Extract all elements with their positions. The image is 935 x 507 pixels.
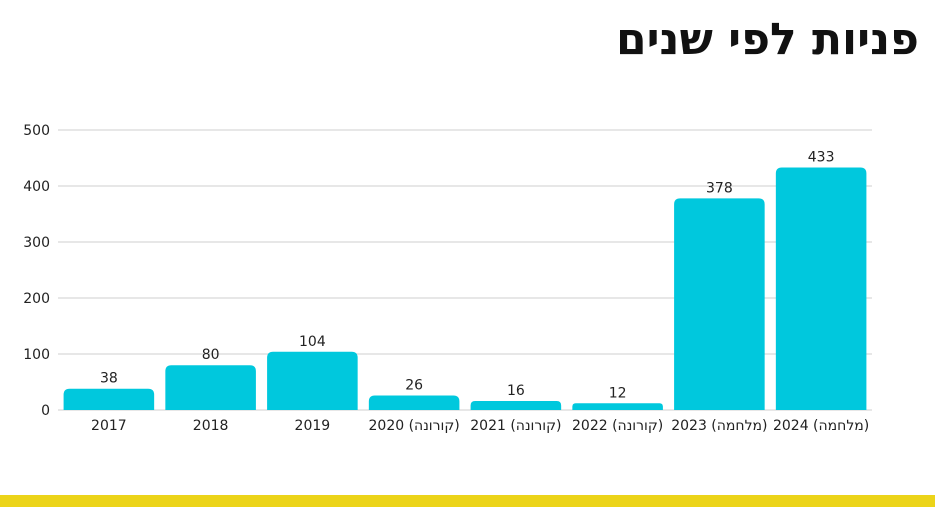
data-label: 38	[100, 371, 118, 387]
bar-2024	[775, 167, 867, 410]
page-title: פניות לפי שנים	[615, 14, 919, 65]
y-tick-label: 500	[23, 123, 50, 139]
y-tick-label: 200	[23, 291, 50, 307]
y-tick-label: 0	[41, 403, 50, 419]
data-label: 12	[609, 385, 627, 401]
bar-2021	[470, 401, 562, 410]
x-tick-label: 2022 (קורונה)	[572, 418, 663, 434]
bar-2020	[368, 395, 460, 410]
bars	[63, 167, 867, 410]
y-axis-tick-labels: 0 100 200 300 400 500	[23, 123, 50, 419]
data-labels: 38 80 104 26 16 12 378 433	[100, 150, 835, 402]
x-tick-label: 2017	[91, 418, 127, 434]
bar-2023	[674, 198, 765, 410]
data-label: 16	[507, 383, 525, 399]
x-axis-tick-labels: 2017 2018 2019 2020 (קורונה) 2021 (קורונה) 20…	[91, 418, 869, 434]
bar-2022	[572, 403, 663, 410]
data-label: 104	[299, 334, 326, 350]
data-label: 433	[808, 150, 835, 166]
x-tick-label: 2018	[193, 418, 229, 434]
data-label: 80	[202, 347, 220, 363]
bar-2018	[165, 365, 256, 410]
data-label: 378	[706, 180, 733, 196]
bar-2017	[63, 388, 155, 410]
bar-2019	[267, 351, 358, 410]
y-tick-label: 400	[23, 179, 50, 195]
data-label: 26	[405, 377, 423, 393]
x-tick-label: 2020 (קורונה)	[369, 418, 460, 434]
x-tick-label: 2019	[295, 418, 331, 434]
x-tick-label: 2023 (מלחמה)	[671, 418, 767, 434]
y-tick-label: 300	[23, 235, 50, 251]
x-tick-label: 2021 (קורונה)	[470, 418, 561, 434]
y-tick-label: 100	[23, 347, 50, 363]
x-tick-label: 2024 (מלחמה)	[773, 418, 869, 434]
bottom-accent-bar	[0, 495, 935, 507]
